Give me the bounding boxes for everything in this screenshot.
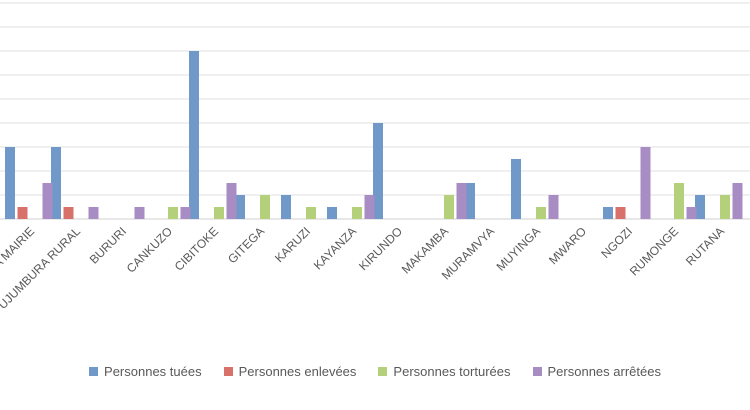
category-label: MWARO [546,224,589,267]
bar [695,195,705,219]
legend-label-arretees: Personnes arrêtées [547,364,661,379]
bar [548,195,559,219]
bar [720,195,730,219]
bar [444,195,454,219]
bar [364,195,375,219]
category-label: GITEGA [225,224,267,266]
bar [281,195,291,219]
category-label: BURURI [87,224,129,266]
category-label: KAYANZA [311,224,359,272]
category-label: RUMONGE [627,224,681,278]
legend-item-tuees: Personnes tuées [89,364,202,379]
legend-swatch-torturees [378,367,388,376]
bar [511,159,521,219]
legend-swatch-enlevees [223,367,233,376]
bar [456,183,467,219]
category-label: CANKUZO [124,224,175,275]
bar [180,207,191,219]
bar [235,195,245,219]
category-label: MUYINGA [494,224,544,274]
legend-item-arretees: Personnes arrêtées [532,364,661,379]
bar [674,183,684,219]
bar [327,207,337,219]
bar [306,207,316,219]
category-label: KARUZI [272,224,313,265]
bar [226,183,237,219]
bar [134,207,145,219]
bar [88,207,99,219]
bar [168,207,178,219]
bar [686,207,697,219]
category-label: RUTANA [683,224,727,268]
category-label: NGOZI [598,224,635,261]
bar [42,183,53,219]
bar [536,207,546,219]
bar [17,207,28,219]
bar [732,183,743,219]
legend-label-tuees: Personnes tuées [104,364,202,379]
bar [465,183,475,219]
bar [615,207,626,219]
bar [373,123,383,219]
category-label: A MAIRIE [0,224,37,271]
legend-swatch-arretees [532,367,542,376]
bars [5,51,743,219]
bar [352,207,362,219]
bar [5,147,15,219]
bar [51,147,61,219]
bar [189,51,199,219]
legend: Personnes tuées Personnes enlevées Perso… [0,364,750,379]
category-label: UJUMBURA RURAL [0,224,83,312]
bar [603,207,613,219]
category-label: KIRUNDO [356,224,405,273]
legend-swatch-tuees [89,367,99,376]
bar [640,147,651,219]
legend-item-enlevees: Personnes enlevées [223,364,357,379]
legend-item-torturees: Personnes torturées [378,364,511,379]
legend-label-enlevees: Personnes enlevées [238,364,357,379]
bar [260,195,270,219]
bar [214,207,224,219]
category-label: CIBITOKE [172,224,221,273]
legend-label-torturees: Personnes torturées [393,364,511,379]
bar [63,207,74,219]
